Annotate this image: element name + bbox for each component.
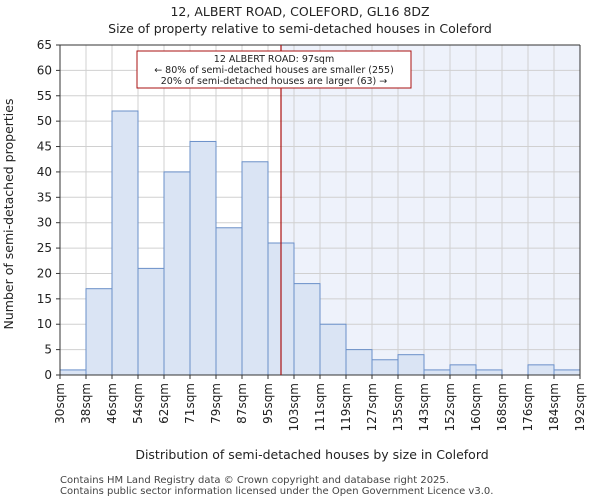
y-tick-label: 20 (37, 266, 52, 280)
x-tick-label: 54sqm (131, 383, 145, 424)
histogram-bar (397, 354, 425, 376)
y-tick-label: 40 (37, 165, 52, 179)
x-tick-label: 192sqm (573, 383, 587, 431)
histogram-bar (85, 288, 113, 376)
x-tick-label: 127sqm (365, 383, 379, 431)
y-tick-label: 10 (37, 317, 52, 331)
histogram-bar (371, 359, 399, 376)
y-tick-label: 0 (44, 368, 52, 382)
x-tick-label: 176sqm (521, 383, 535, 431)
histogram-bar (215, 227, 243, 376)
y-tick-label: 45 (37, 140, 52, 154)
x-tick-label: 87sqm (235, 383, 249, 424)
histogram-bar (527, 364, 555, 376)
x-tick-label: 103sqm (287, 383, 301, 431)
x-tick-label: 79sqm (209, 383, 223, 424)
histogram-bar (423, 369, 451, 376)
y-tick-label: 25 (37, 241, 52, 255)
x-tick-label: 30sqm (53, 383, 67, 424)
x-tick-label: 160sqm (469, 383, 483, 431)
histogram-bar (449, 364, 477, 376)
x-tick-label: 62sqm (157, 383, 171, 424)
x-tick-label: 119sqm (339, 383, 353, 431)
y-tick-label: 65 (37, 38, 52, 52)
x-tick-label: 38sqm (79, 383, 93, 424)
histogram-bar (475, 369, 503, 376)
x-tick-label: 168sqm (495, 383, 509, 431)
y-axis-label: Number of semi-detached properties (1, 99, 16, 330)
y-tick-label: 55 (37, 89, 52, 103)
histogram-bar (553, 369, 581, 376)
histogram-bar (137, 267, 165, 376)
x-tick-label: 143sqm (417, 383, 431, 431)
y-tick-label: 5 (44, 343, 52, 357)
x-tick-label: 95sqm (261, 383, 275, 424)
histogram-bar (189, 140, 217, 376)
annotation-line-2: ← 80% of semi-detached houses are smalle… (154, 65, 394, 76)
y-tick-label: 50 (37, 114, 52, 128)
histogram-bar (59, 369, 87, 376)
x-tick-label: 152sqm (443, 383, 457, 431)
y-tick-label: 30 (37, 216, 52, 230)
annotation-line-1: 12 ALBERT ROAD: 97sqm (214, 54, 334, 65)
histogram-bar (111, 110, 139, 376)
footer-line-2: Contains public sector information licen… (60, 486, 493, 497)
x-tick-label: 111sqm (313, 383, 327, 431)
x-tick-label: 184sqm (547, 383, 561, 431)
histogram-bar (241, 161, 269, 376)
x-tick-label: 46sqm (105, 383, 119, 424)
footer-line-1: Contains HM Land Registry data © Crown c… (60, 475, 449, 486)
x-axis-label: Distribution of semi-detached houses by … (135, 447, 488, 462)
x-tick-label: 71sqm (183, 383, 197, 424)
histogram-bar (293, 283, 321, 376)
annotation-box (136, 50, 412, 89)
y-tick-label: 15 (37, 292, 52, 306)
histogram-bar (163, 171, 191, 376)
y-tick-label: 60 (37, 63, 52, 77)
x-tick-label: 135sqm (391, 383, 405, 431)
chart-title: 12, ALBERT ROAD, COLEFORD, GL16 8DZ (170, 4, 429, 19)
histogram-bar (319, 323, 347, 376)
y-tick-label: 35 (37, 190, 52, 204)
chart-subtitle: Size of property relative to semi-detach… (108, 21, 492, 36)
larger-region-highlight (281, 45, 580, 375)
histogram-bar (345, 349, 373, 376)
annotation-line-3: 20% of semi-detached houses are larger (… (161, 76, 388, 87)
